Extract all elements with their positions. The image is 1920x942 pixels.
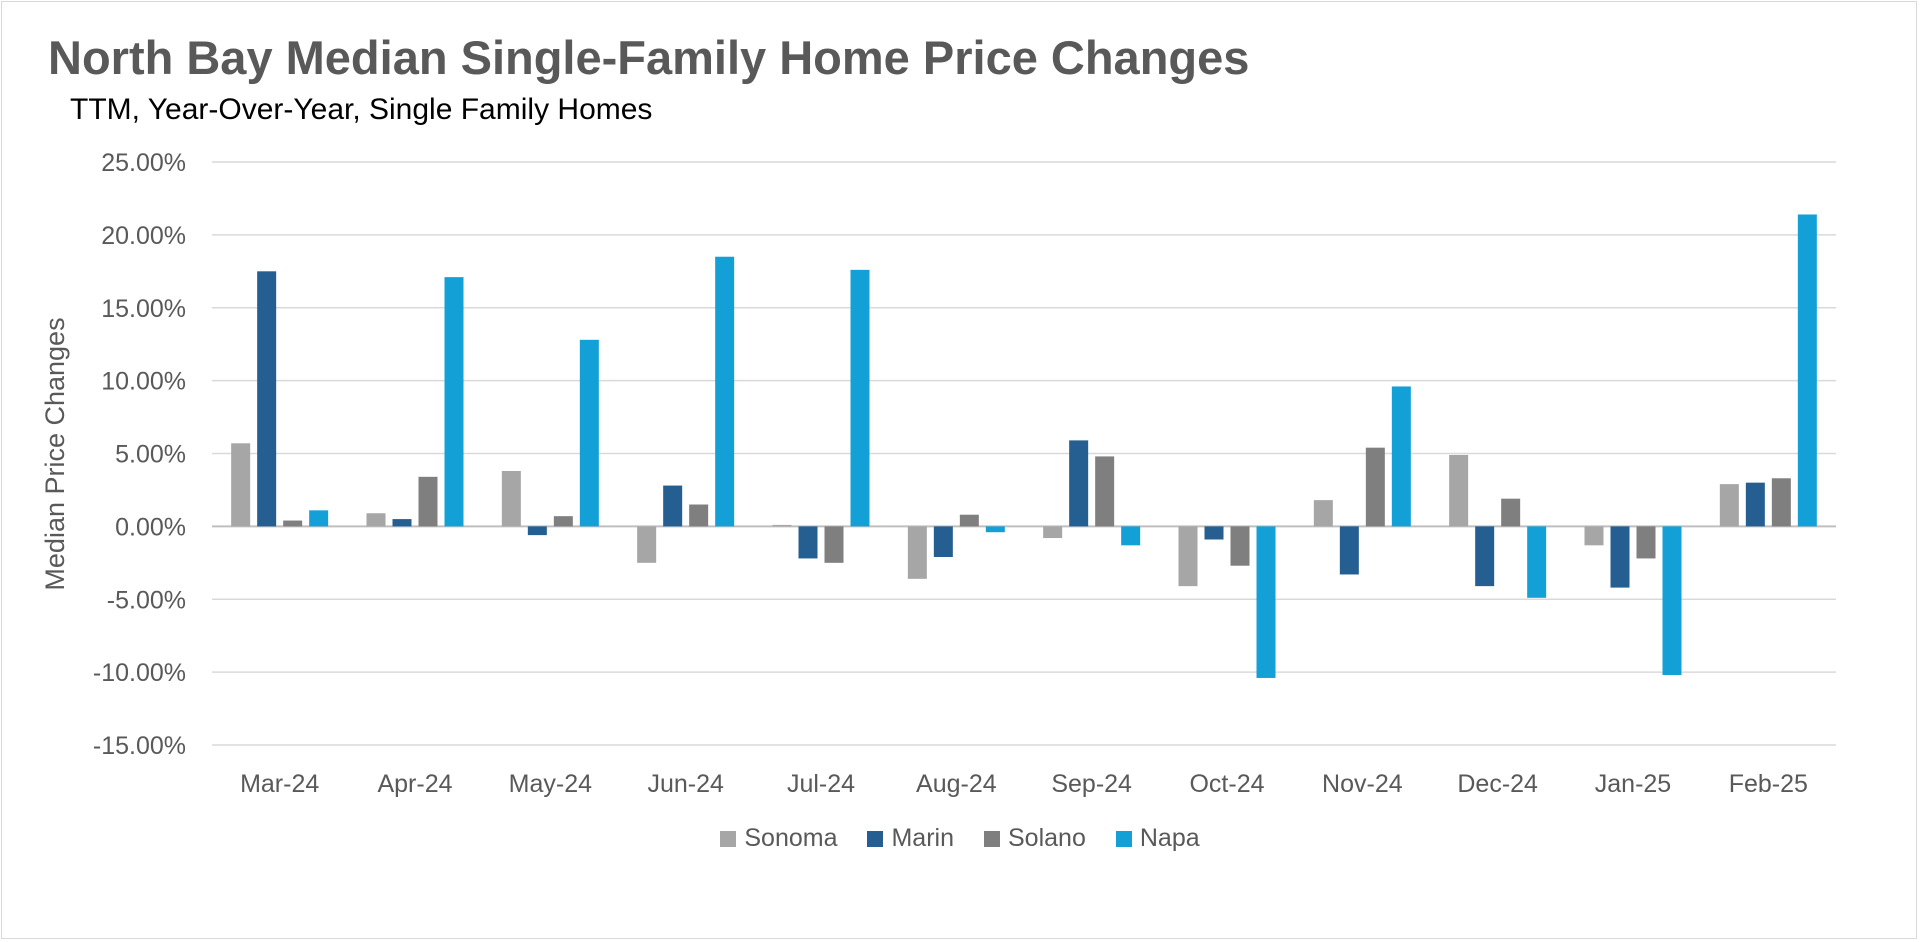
bar-sonoma-jul-24 <box>772 524 792 527</box>
y-axis-title: Median Price Changes <box>40 317 70 590</box>
y-axis-ticks: 25.00% 20.00% 15.00% 10.00% 5.00% 0.00% -5.00%… <box>93 149 186 760</box>
bar-solano-apr-24 <box>418 476 438 527</box>
bar-napa-apr-24 <box>444 277 464 527</box>
x-axis: Mar-24 Apr-24 May-24 Jun-24 Jul-24 Aug-24 Sep-… <box>240 770 1808 798</box>
x-tick-label: Mar-24 <box>240 770 319 798</box>
legend-label: Napa <box>1139 824 1200 852</box>
bar-sonoma-mar-24 <box>231 443 251 527</box>
x-tick-label: Jan-25 <box>1595 770 1671 798</box>
bar-marin-jul-24 <box>798 526 818 559</box>
bar-napa-dec-24 <box>1527 526 1547 598</box>
legend-label: Solano <box>1008 824 1086 852</box>
x-tick-label: Oct-24 <box>1189 770 1264 798</box>
bar-solano-mar-24 <box>283 520 303 527</box>
bar-sonoma-oct-24 <box>1178 526 1198 587</box>
bar-sonoma-jun-24 <box>637 526 657 563</box>
bar-sonoma-aug-24 <box>907 526 927 579</box>
x-tick-label: Sep-24 <box>1051 770 1132 798</box>
x-tick-label: Aug-24 <box>916 770 997 798</box>
bar-sonoma-nov-24 <box>1313 500 1333 527</box>
chart-title: North Bay Median Single-Family Home Pric… <box>48 31 1250 84</box>
y-tick-label: -5.00% <box>107 586 186 614</box>
chart-subtitle: TTM, Year-Over-Year, Single Family Homes <box>70 93 653 126</box>
y-tick-label: 25.00% <box>101 149 186 177</box>
bar-marin-jun-24 <box>663 485 683 527</box>
x-tick-label: Jul-24 <box>787 770 855 798</box>
legend-item-napa: Napa <box>1115 824 1200 853</box>
legend-item-sonoma: Sonoma <box>720 824 837 853</box>
bar-sonoma-apr-24 <box>366 513 386 527</box>
y-tick-label: -10.00% <box>93 659 186 687</box>
legend: Sonoma Marin Solano Napa <box>0 824 1920 853</box>
legend-swatch <box>1115 830 1132 847</box>
bar-napa-jul-24 <box>850 269 870 527</box>
y-tick-label: 0.00% <box>115 513 186 541</box>
bar-marin-apr-24 <box>392 519 412 527</box>
bar-napa-jan-25 <box>1662 526 1682 676</box>
bar-solano-oct-24 <box>1230 526 1250 566</box>
bar-napa-mar-24 <box>309 510 329 527</box>
legend-label: Sonoma <box>744 824 838 852</box>
bar-solano-nov-24 <box>1365 447 1385 527</box>
bar-sonoma-may-24 <box>501 470 521 527</box>
gridlines <box>212 161 1836 746</box>
bar-napa-aug-24 <box>985 526 1005 533</box>
x-tick-label: Feb-25 <box>1729 770 1808 798</box>
bar-napa-oct-24 <box>1256 526 1276 678</box>
bar-marin-sep-24 <box>1069 440 1089 527</box>
x-tick-label: Jun-24 <box>647 770 724 798</box>
legend-swatch <box>720 830 737 847</box>
bar-marin-aug-24 <box>933 526 953 557</box>
x-tick-label: Dec-24 <box>1457 770 1538 798</box>
y-tick-label: -15.00% <box>93 732 186 760</box>
bar-solano-jun-24 <box>689 504 709 527</box>
x-tick-label: Nov-24 <box>1322 770 1403 798</box>
bar-solano-sep-24 <box>1095 456 1115 527</box>
legend-swatch <box>984 830 1000 847</box>
legend-label: Marin <box>891 824 954 852</box>
bar-sonoma-jan-25 <box>1584 526 1604 546</box>
bar-solano-feb-25 <box>1771 478 1791 527</box>
bar-marin-oct-24 <box>1204 526 1224 540</box>
bar-marin-dec-24 <box>1475 526 1495 587</box>
y-tick-label: 5.00% <box>115 441 186 469</box>
legend-swatch <box>867 830 884 847</box>
bar-solano-dec-24 <box>1501 498 1521 527</box>
bar-napa-may-24 <box>579 339 599 527</box>
bar-solano-jan-25 <box>1636 526 1656 559</box>
bars <box>231 214 1817 678</box>
bar-napa-nov-24 <box>1391 386 1411 527</box>
bar-solano-jul-24 <box>824 526 844 563</box>
bar-solano-aug-24 <box>959 514 979 527</box>
y-tick-label: 15.00% <box>101 295 186 323</box>
legend-item-solano: Solano <box>984 824 1086 853</box>
legend-item-marin: Marin <box>867 824 954 853</box>
bar-marin-jan-25 <box>1610 526 1630 588</box>
bar-marin-mar-24 <box>257 271 277 527</box>
x-tick-label: Apr-24 <box>377 770 452 798</box>
bar-sonoma-feb-25 <box>1719 484 1739 527</box>
bar-solano-may-24 <box>553 516 573 527</box>
bar-napa-jun-24 <box>715 256 735 527</box>
x-tick-label: May-24 <box>509 770 592 798</box>
bar-napa-sep-24 <box>1121 526 1141 546</box>
bar-napa-feb-25 <box>1797 214 1817 527</box>
bar-marin-feb-25 <box>1745 482 1765 527</box>
y-tick-label: 10.00% <box>101 368 186 396</box>
bar-marin-nov-24 <box>1339 526 1359 575</box>
bar-marin-may-24 <box>527 526 547 536</box>
bar-sonoma-dec-24 <box>1449 454 1469 527</box>
y-tick-label: 20.00% <box>101 222 186 250</box>
bar-sonoma-sep-24 <box>1043 526 1063 539</box>
